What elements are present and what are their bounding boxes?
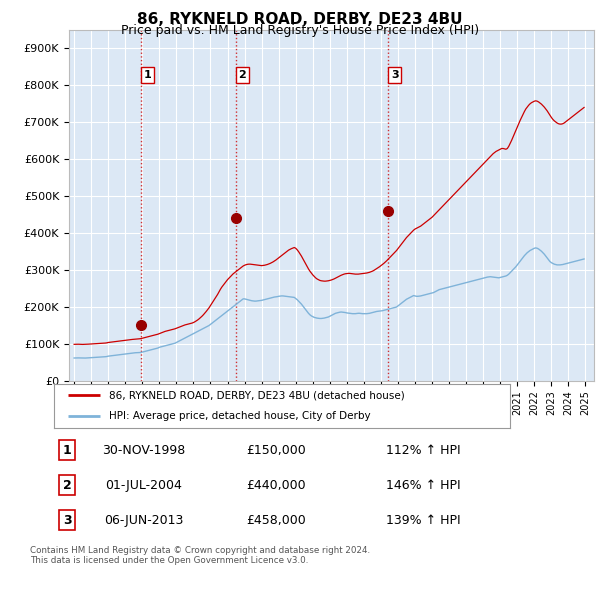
Text: 112% ↑ HPI: 112% ↑ HPI (386, 444, 461, 457)
Text: 2: 2 (239, 70, 247, 80)
Text: 139% ↑ HPI: 139% ↑ HPI (386, 514, 461, 527)
Text: 86, RYKNELD ROAD, DERBY, DE23 4BU: 86, RYKNELD ROAD, DERBY, DE23 4BU (137, 12, 463, 27)
Text: 1: 1 (143, 70, 151, 80)
Text: £150,000: £150,000 (246, 444, 305, 457)
Text: 2: 2 (63, 478, 71, 492)
Text: 3: 3 (63, 514, 71, 527)
Text: Contains HM Land Registry data © Crown copyright and database right 2024.
This d: Contains HM Land Registry data © Crown c… (30, 546, 370, 565)
Text: £440,000: £440,000 (246, 478, 305, 492)
Text: 86, RYKNELD ROAD, DERBY, DE23 4BU (detached house): 86, RYKNELD ROAD, DERBY, DE23 4BU (detac… (109, 391, 404, 401)
Text: 1: 1 (63, 444, 71, 457)
Text: 3: 3 (391, 70, 398, 80)
Text: 146% ↑ HPI: 146% ↑ HPI (386, 478, 461, 492)
Text: Price paid vs. HM Land Registry's House Price Index (HPI): Price paid vs. HM Land Registry's House … (121, 24, 479, 37)
Text: £458,000: £458,000 (246, 514, 305, 527)
Text: HPI: Average price, detached house, City of Derby: HPI: Average price, detached house, City… (109, 411, 370, 421)
Text: 01-JUL-2004: 01-JUL-2004 (106, 478, 182, 492)
Text: 30-NOV-1998: 30-NOV-1998 (102, 444, 185, 457)
Text: 06-JUN-2013: 06-JUN-2013 (104, 514, 184, 527)
